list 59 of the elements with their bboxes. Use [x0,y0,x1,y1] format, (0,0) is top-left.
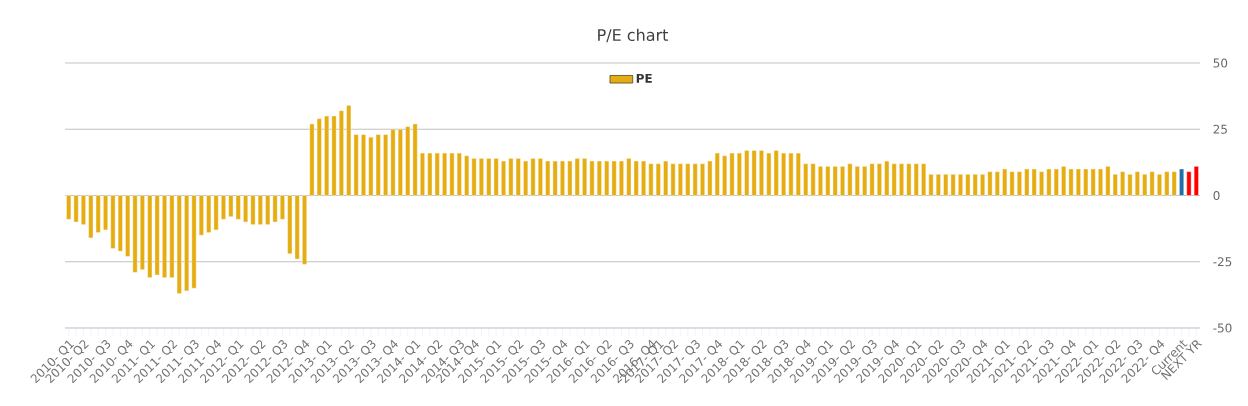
bar [928,174,934,196]
bar [899,163,904,196]
bar [1017,171,1022,196]
y-tick-label: -50 [1213,323,1232,333]
bar [1039,171,1044,196]
bar [390,129,396,196]
bar [1076,168,1081,196]
y-tick-label: -25 [1213,257,1232,267]
bar [619,160,624,196]
y-tick-label: 0 [1213,190,1220,201]
bar [729,152,735,196]
bar [479,158,484,196]
bar [397,129,403,196]
bar [840,166,845,196]
bar [818,166,823,196]
y-tick-label: 25 [1213,124,1227,134]
bar [1134,171,1140,196]
bar [280,195,285,220]
bar [722,155,728,196]
chart-title: P/E chart [598,28,669,43]
bar [781,152,786,196]
bar [980,174,985,196]
bar [877,163,882,196]
bar [678,163,683,196]
bar [198,195,204,236]
bar [700,163,705,196]
bar [1127,174,1133,196]
bar [501,160,506,196]
bar [338,110,344,196]
bar [1098,168,1103,196]
bar [641,160,646,196]
bar [191,195,197,289]
bar [442,152,447,196]
bar [1179,168,1184,196]
bar [383,134,389,196]
bar [162,195,167,278]
legend-label: PE [636,73,652,83]
bar [103,195,108,231]
bar [560,160,565,196]
bar [81,195,86,225]
y-tick-label: 50 [1213,58,1228,68]
bar [958,174,963,196]
bar [1120,171,1126,196]
bar [523,160,529,196]
bar [140,195,145,270]
bar [361,134,366,196]
bar [302,195,307,265]
bar [736,152,742,196]
bar [243,195,248,223]
bar [537,158,543,196]
bar [921,163,927,196]
bar [221,195,226,220]
bar [935,174,941,196]
bar [582,158,587,196]
bar [530,158,536,196]
bar [420,152,425,196]
bar [759,150,764,196]
bar [184,195,190,292]
bar [1157,174,1162,196]
